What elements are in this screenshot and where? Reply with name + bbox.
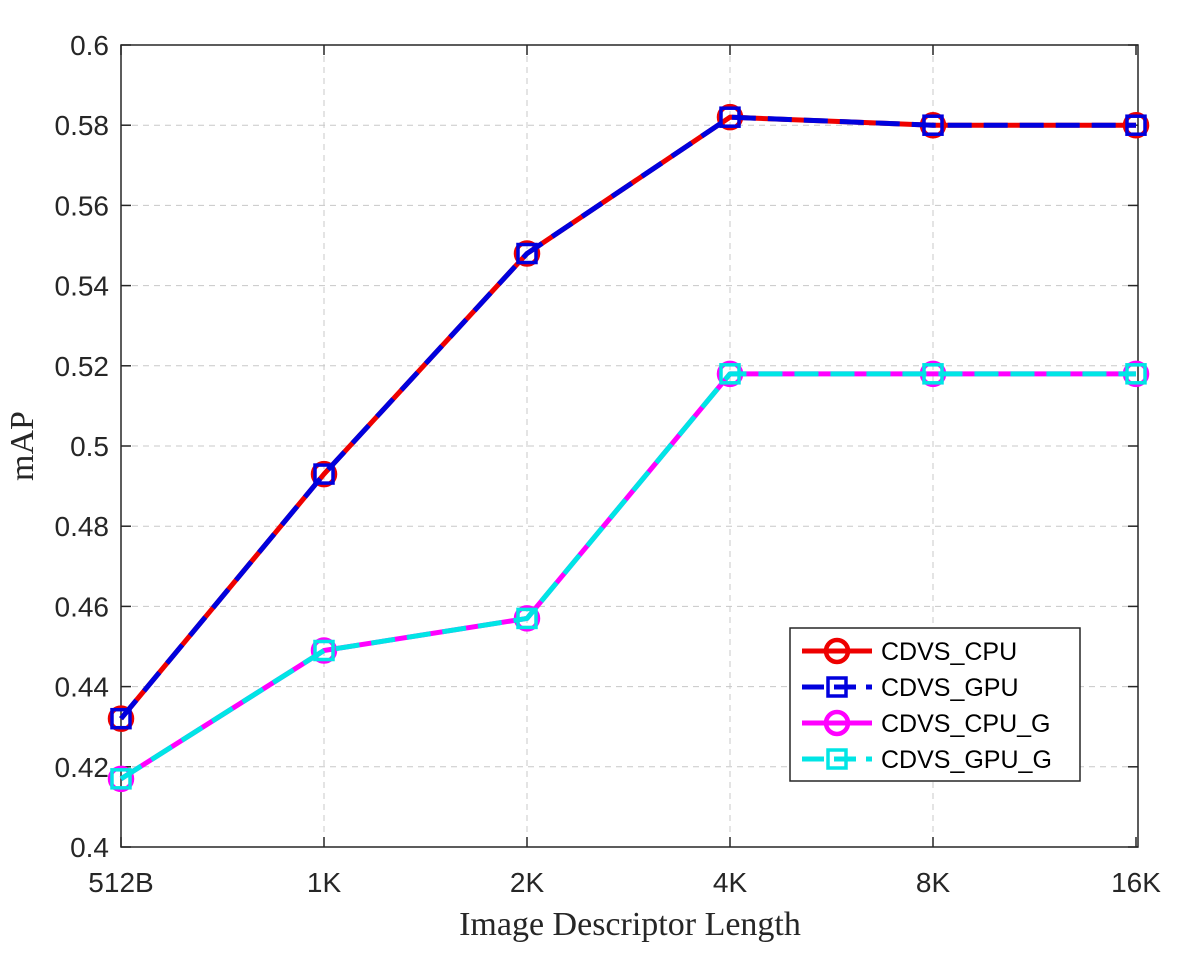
data-point-cdvs-gpu-g — [719, 363, 741, 385]
x-tick-label: 1K — [307, 867, 342, 898]
data-point-cdvs-gpu-g — [1125, 363, 1147, 385]
data-point-cdvs-gpu — [516, 242, 538, 265]
x-tick-label: 2K — [510, 867, 545, 898]
x-tick-label: 512B — [88, 867, 153, 898]
y-tick-label: 0.54 — [55, 271, 110, 302]
legend-marker-cdvs-gpu — [826, 676, 848, 698]
y-tick-label: 0.48 — [55, 511, 110, 542]
x-tick-label: 16K — [1111, 867, 1161, 898]
y-tick-label: 0.42 — [55, 752, 110, 783]
legend-entry-cdvs-cpu: CDVS_CPU — [802, 637, 1017, 666]
data-point-cdvs-gpu-g — [110, 768, 132, 790]
data-point-cdvs-gpu — [922, 114, 944, 136]
data-point-cdvs-gpu-g — [516, 607, 538, 630]
data-point-cdvs-gpu — [313, 463, 335, 485]
legend-label-cdvs-gpu: CDVS_GPU — [881, 674, 1019, 702]
y-tick-label: 0.52 — [55, 351, 110, 382]
legend-entry-cdvs-gpu: CDVS_GPU — [802, 674, 1019, 702]
axis-ticks — [120, 44, 1138, 848]
legend-marker-cdvs-cpu — [823, 637, 851, 665]
data-series — [107, 103, 1150, 793]
data-point-cdvs-gpu-g — [922, 363, 944, 385]
series-line-cdvs-gpu-g — [119, 371, 1136, 781]
data-point-cdvs-gpu — [1125, 114, 1147, 136]
grid-lines — [121, 45, 1138, 847]
legend-entry-cdvs-gpu-g: CDVS_GPU_G — [802, 746, 1052, 774]
y-tick-label: 0.5 — [70, 431, 109, 462]
y-tick-label: 0.56 — [55, 190, 110, 221]
legend-label-cdvs-gpu-g: CDVS_GPU_G — [881, 746, 1052, 774]
series-line-cdvs-gpu — [119, 114, 1136, 721]
data-point-cdvs-cpu-g — [107, 765, 135, 793]
y-tick-label: 0.46 — [55, 591, 110, 622]
y-tick-label: 0.4 — [70, 832, 109, 863]
legend-marker-cdvs-cpu-g — [823, 709, 851, 737]
data-point-cdvs-cpu — [310, 460, 338, 488]
y-tick-label: 0.58 — [55, 110, 110, 141]
series-cdvs-gpu-g — [110, 363, 1147, 790]
x-tick-label: 4K — [713, 867, 748, 898]
data-point-cdvs-cpu — [107, 705, 135, 732]
data-point-cdvs-gpu-g — [313, 639, 335, 662]
legend-marker-cdvs-gpu-g — [826, 748, 848, 770]
x-axis-title: Image Descriptor Length — [459, 906, 801, 943]
data-point-cdvs-gpu — [110, 707, 132, 730]
series-cdvs-gpu — [110, 106, 1147, 730]
y-axis-title: mAP — [4, 411, 41, 481]
legend-entry-cdvs-cpu-g: CDVS_CPU_G — [802, 709, 1051, 738]
data-point-cdvs-cpu-g — [310, 637, 338, 664]
data-point-cdvs-cpu — [513, 240, 541, 267]
data-point-cdvs-cpu — [1122, 111, 1150, 139]
y-tick-label: 0.44 — [55, 672, 110, 703]
x-tick-label: 8K — [916, 867, 951, 898]
legend: CDVS_CPU CDVS_GPU CDVS_CPU_G CDVS_GPU_G — [789, 627, 1081, 782]
x-axis-tick-labels: 512B 1K 2K 4K 8K 16K — [88, 867, 1161, 898]
y-axis-tick-labels: 0.4 0.42 0.44 0.46 0.48 0.5 0.52 0.54 0.56 0.58 0.… — [55, 30, 110, 863]
legend-entries: CDVS_CPU CDVS_GPU CDVS_CPU_G CDVS_GPU_G — [802, 637, 1052, 774]
y-tick-label: 0.6 — [70, 30, 109, 61]
legend-label-cdvs-cpu-g: CDVS_CPU_G — [881, 710, 1051, 738]
legend-label-cdvs-cpu: CDVS_CPU — [881, 638, 1017, 666]
data-point-cdvs-gpu — [719, 106, 741, 128]
